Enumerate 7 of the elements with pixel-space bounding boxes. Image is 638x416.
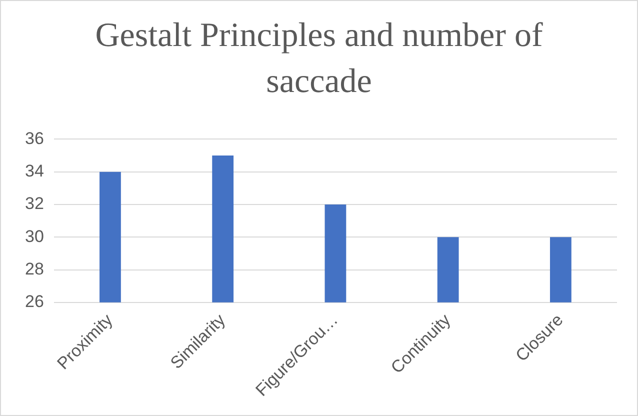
y-tick-label: 34 — [24, 162, 44, 181]
y-tick-label: 36 — [24, 128, 44, 148]
y-tick-label: 30 — [24, 226, 44, 246]
y-tick-label: 26 — [24, 292, 44, 312]
chart-title: Gestalt Principles and number of saccade — [94, 16, 544, 102]
y-tick-label: 28 — [24, 259, 44, 278]
y-tick-label: 32 — [24, 194, 44, 214]
